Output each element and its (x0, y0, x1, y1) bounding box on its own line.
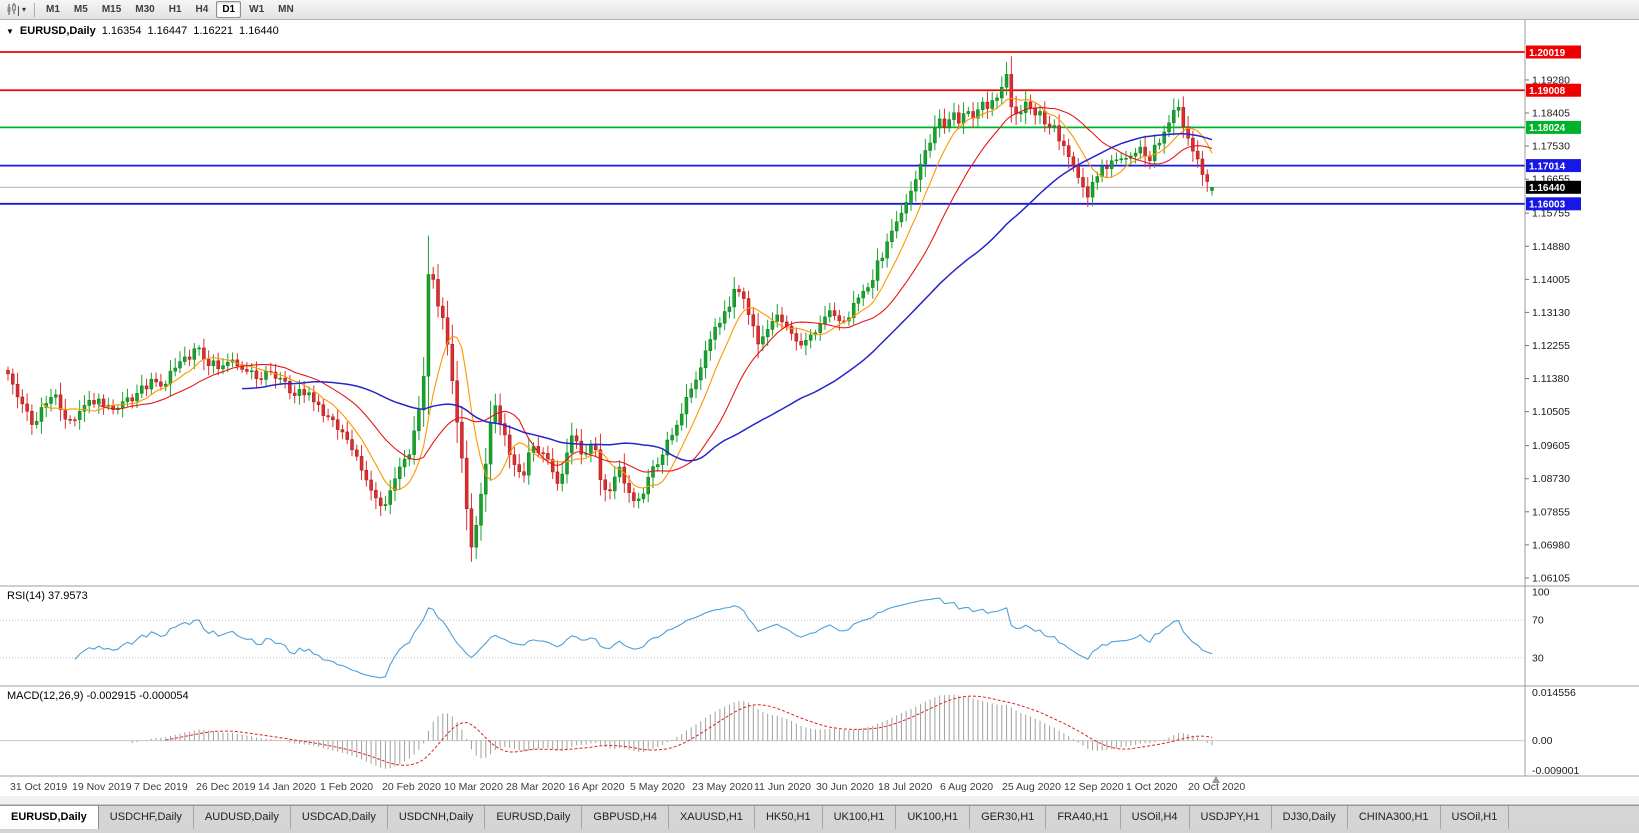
bottom-tab-usoil-h4[interactable]: USOil,H4 (1120, 806, 1190, 829)
timeframe-button-mn[interactable]: MN (278, 4, 294, 15)
bottom-tab-bar: EURUSD,Daily USDCHF,Daily AUDUSD,Daily USDC… (0, 805, 1639, 829)
price-axis-ticks: 1.192801.184051.175301.166551.157551.148… (1525, 74, 1570, 584)
timeframe-button-w1[interactable]: W1 (249, 4, 265, 15)
bottom-tab-dj30-daily[interactable]: DJ30,Daily (1271, 806, 1348, 829)
svg-text:1.16003: 1.16003 (1529, 200, 1566, 211)
chart-background (0, 20, 1639, 796)
bottom-tab-eurusd-daily[interactable]: EURUSD,Daily (485, 806, 583, 829)
bottom-tab-uk100-h1[interactable]: UK100,H1 (822, 806, 897, 829)
candlestick-chart-icon (7, 3, 19, 16)
svg-text:1.18405: 1.18405 (1532, 108, 1570, 120)
svg-text:70: 70 (1532, 615, 1544, 627)
svg-text:1.20019: 1.20019 (1529, 48, 1566, 59)
svg-text:1 Feb 2020: 1 Feb 2020 (320, 781, 373, 793)
svg-text:1.11380: 1.11380 (1532, 373, 1569, 385)
macd-histogram (131, 694, 1213, 769)
ma-line-20 (98, 106, 1213, 473)
bottom-tab-usdcnh-daily[interactable]: USDCNH,Daily (387, 806, 486, 829)
bottom-tab-uk100-h1[interactable]: UK100,H1 (896, 806, 971, 829)
svg-text:1.15755: 1.15755 (1532, 208, 1570, 220)
svg-text:19 Nov 2019: 19 Nov 2019 (72, 781, 132, 793)
svg-text:1.14880: 1.14880 (1532, 241, 1570, 253)
timeframe-button-m5[interactable]: M5 (73, 4, 88, 15)
svg-text:1.12255: 1.12255 (1532, 340, 1570, 352)
svg-text:11 Jun 2020: 11 Jun 2020 (754, 781, 811, 793)
time-axis: 31 Oct 2019 19 Nov 2019 7 Dec 2019 26 Dec 2… (10, 776, 1245, 793)
timeframe-group: M1 M5 M15 M30 H1 H4 D1 W1 MN (40, 1, 300, 18)
svg-text:1.06980: 1.06980 (1532, 539, 1570, 551)
chart-area[interactable]: 1.19280 1.18405 1.17530 1.16655 1.15755 1.148… (0, 20, 1639, 796)
bottom-tab-gbpusd-h4[interactable]: GBPUSD,H4 (582, 806, 669, 829)
horizontal-lines[interactable] (0, 51, 1525, 205)
toolbar-separator (34, 2, 36, 17)
svg-text:25 Aug 2020: 25 Aug 2020 (1002, 781, 1061, 793)
svg-text:-0.009001: -0.009001 (1532, 765, 1579, 777)
svg-text:23 May 2020: 23 May 2020 (692, 781, 753, 793)
chart-canvas[interactable]: 1.192801.184051.175301.166551.157551.148… (0, 20, 1639, 796)
svg-text:1.10505: 1.10505 (1532, 406, 1570, 418)
timeframe-button-d1[interactable]: D1 (216, 1, 242, 18)
svg-text:1.07855: 1.07855 (1532, 506, 1570, 518)
bottom-tab-fra40-h1[interactable]: FRA40,H1 (1046, 806, 1121, 829)
svg-text:1.09605: 1.09605 (1532, 440, 1570, 452)
svg-text:30 Jun 2020: 30 Jun 2020 (816, 781, 874, 793)
timeframe-button-m1[interactable]: M1 (46, 4, 60, 15)
timeframe-button-m15[interactable]: M15 (101, 4, 122, 15)
bottom-tab-hk50-h1[interactable]: HK50,H1 (754, 806, 823, 829)
svg-text:1 Oct 2020: 1 Oct 2020 (1126, 781, 1178, 793)
one-click-trading-arrow[interactable]: ▼ (6, 26, 14, 36)
svg-text:26 Dec 2019: 26 Dec 2019 (196, 781, 256, 793)
ma-line-50 (242, 133, 1213, 462)
bottom-tab-usdcad-daily[interactable]: USDCAD,Daily (290, 806, 388, 829)
top-toolbar: ▾ M1 M5 M15 M30 H1 H4 D1 W1 MN (0, 0, 1639, 20)
svg-text:1.16440: 1.16440 (1529, 183, 1566, 194)
timeframe-button-h1[interactable]: H1 (168, 4, 182, 15)
svg-text:18 Jul 2020: 18 Jul 2020 (878, 781, 932, 793)
rsi-line (74, 597, 1213, 679)
svg-text:14 Jan 2020: 14 Jan 2020 (258, 781, 316, 793)
macd-signal-line (165, 695, 1213, 766)
timeframe-button-m30[interactable]: M30 (135, 4, 155, 15)
svg-text:0.014556: 0.014556 (1532, 687, 1576, 699)
svg-text:1.17530: 1.17530 (1532, 141, 1570, 153)
bottom-tab-xauusd-h1[interactable]: XAUUSD,H1 (668, 806, 755, 829)
timeframe-button-h4[interactable]: H4 (195, 4, 209, 15)
svg-text:1.17014: 1.17014 (1529, 161, 1566, 172)
bottom-tab-china300-h1[interactable]: CHINA300,H1 (1347, 806, 1441, 829)
svg-text:1.08730: 1.08730 (1532, 473, 1570, 485)
chart-end-marker (1212, 776, 1220, 783)
bottom-tab-usdchf-daily[interactable]: USDCHF,Daily (98, 806, 194, 829)
svg-text:1.14005: 1.14005 (1532, 274, 1570, 286)
chevron-down-icon: ▾ (22, 4, 27, 14)
svg-text:16 Apr 2020: 16 Apr 2020 (568, 781, 625, 793)
svg-text:0.00: 0.00 (1532, 735, 1553, 747)
ma-line-8 (41, 97, 1213, 491)
svg-text:1.18024: 1.18024 (1529, 123, 1566, 134)
svg-text:6 Aug 2020: 6 Aug 2020 (940, 781, 993, 793)
svg-text:30: 30 (1532, 652, 1544, 664)
bottom-tab-usdjpy-h1[interactable]: USDJPY,H1 (1189, 806, 1272, 829)
bottom-tab-ger30-h1[interactable]: GER30,H1 (970, 806, 1047, 829)
svg-text:31 Oct 2019: 31 Oct 2019 (10, 781, 67, 793)
svg-text:1.13130: 1.13130 (1532, 307, 1570, 319)
svg-text:20 Feb 2020: 20 Feb 2020 (382, 781, 441, 793)
svg-text:100: 100 (1532, 587, 1550, 599)
price-axis-badges: 1.20019 1.19008 1.18024 1.17014 1.16003 1.164… (1526, 45, 1581, 211)
svg-text:7 Dec 2019: 7 Dec 2019 (134, 781, 188, 793)
svg-text:1.06105: 1.06105 (1532, 572, 1570, 584)
svg-text:10 Mar 2020: 10 Mar 2020 (444, 781, 503, 793)
bottom-tab-usoil-h1[interactable]: USOil,H1 (1440, 806, 1510, 829)
chart-type-button[interactable]: ▾ (3, 1, 29, 18)
bottom-tab-audusd-daily[interactable]: AUDUSD,Daily (193, 806, 291, 829)
svg-text:5 May 2020: 5 May 2020 (630, 781, 685, 793)
bottom-tab-eurusd-daily[interactable]: EURUSD,Daily (0, 806, 99, 829)
svg-text:28 Mar 2020: 28 Mar 2020 (506, 781, 565, 793)
svg-text:20 Oct 2020: 20 Oct 2020 (1188, 781, 1245, 793)
horizontal-scrollbar[interactable] (0, 796, 1639, 805)
svg-text:12 Sep 2020: 12 Sep 2020 (1064, 781, 1124, 793)
svg-text:1.19008: 1.19008 (1529, 86, 1566, 97)
svg-text:1.19280: 1.19280 (1532, 74, 1570, 86)
